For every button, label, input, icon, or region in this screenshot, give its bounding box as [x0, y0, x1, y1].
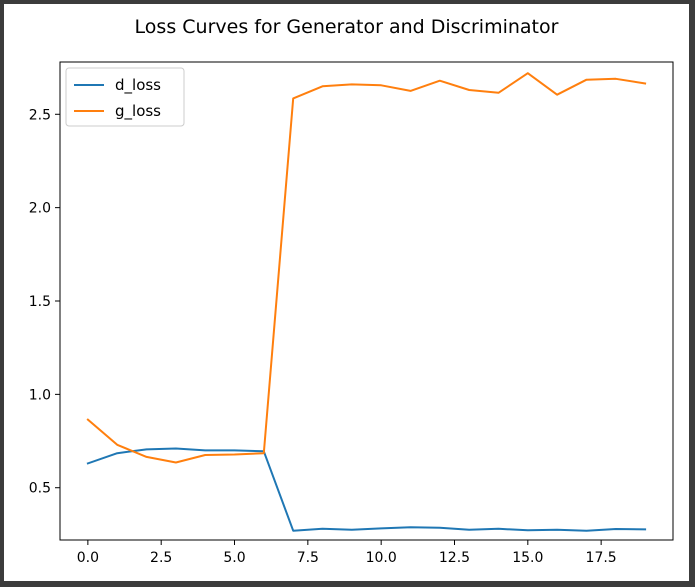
chart-title: Loss Curves for Generator and Discrimina…: [134, 16, 559, 38]
legend-label: g_loss: [115, 102, 161, 121]
x-tick-label: 10.0: [366, 550, 397, 566]
axes-frame: [59, 61, 674, 541]
x-tick-label: 12.5: [439, 550, 470, 566]
y-tick-label: 1.0: [29, 387, 51, 403]
plot-area: 0.0 2.5 5.0 7.5 10.0 12.5 15.0 17.5 0.5 1.0 1.5 2.…: [29, 61, 674, 566]
y-tick-label: 2.0: [29, 201, 51, 217]
x-tick-label: 2.5: [150, 550, 172, 566]
figure: Loss Curves for Generator and Discrimina…: [4, 4, 689, 581]
x-tick-label: 15.0: [512, 550, 543, 566]
legend-label: d_loss: [115, 76, 161, 95]
x-tick-label: 5.0: [223, 550, 245, 566]
y-tick-label: 0.5: [29, 481, 51, 497]
x-tick-label: 0.0: [77, 550, 99, 566]
y-tick-label: 2.5: [29, 107, 51, 123]
legend: d_loss g_loss: [65, 67, 185, 127]
series-line-d-loss: [86, 447, 647, 532]
x-tick-label: 17.5: [586, 550, 617, 566]
y-tick-label: 1.5: [29, 294, 51, 310]
series-line-g-loss: [86, 72, 647, 464]
x-tick-label: 7.5: [297, 550, 319, 566]
